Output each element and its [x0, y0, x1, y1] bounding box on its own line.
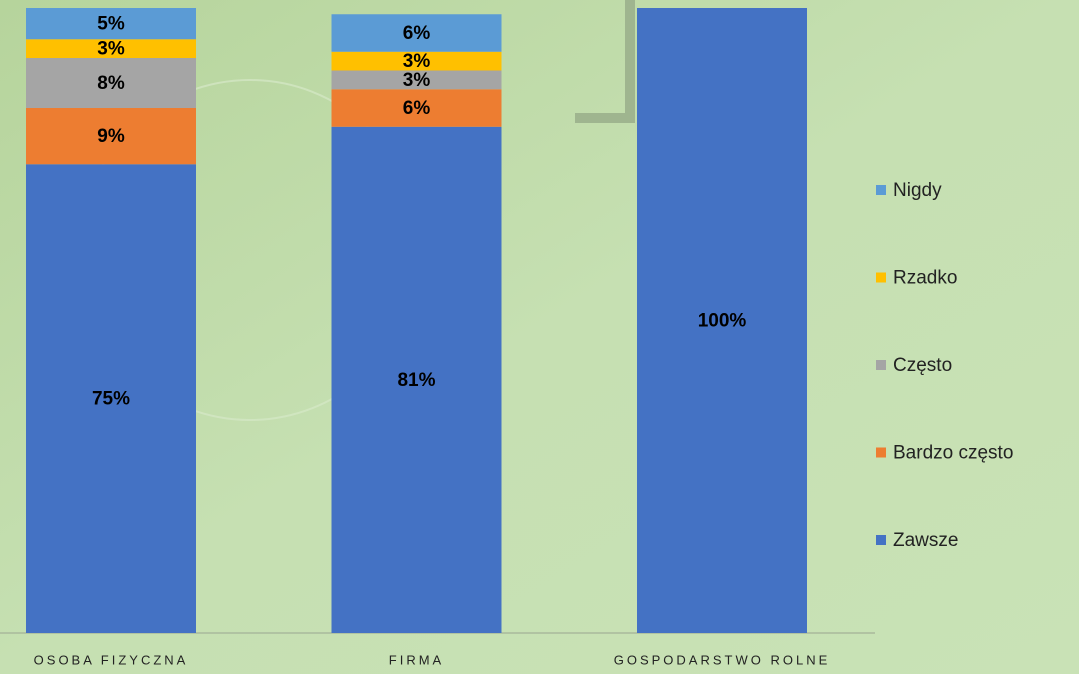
data-label: 6%	[403, 98, 431, 119]
legend-label: Nigdy	[893, 180, 942, 201]
legend-swatch	[876, 448, 886, 458]
data-label: 75%	[92, 389, 130, 410]
data-label: 3%	[403, 70, 431, 91]
data-label: 3%	[403, 51, 431, 72]
chart: OSOBA FIZYCZNA75%9%8%3%5%FIRMA81%6%3%3%6…	[0, 0, 1079, 674]
legend-label: Rzadko	[893, 268, 957, 289]
legend-label: Zawsze	[893, 530, 958, 551]
data-label: 6%	[403, 23, 431, 44]
data-label: 3%	[97, 39, 125, 60]
x-tick-label: FIRMA	[389, 652, 444, 667]
data-label: 100%	[698, 311, 747, 332]
x-tick-label: GOSPODARSTWO ROLNE	[614, 652, 831, 667]
data-label: 8%	[97, 73, 125, 94]
data-label: 5%	[97, 14, 125, 35]
legend-swatch	[876, 360, 886, 370]
data-label: 9%	[97, 126, 125, 147]
x-tick-label: OSOBA FIZYCZNA	[34, 652, 189, 667]
legend-swatch	[876, 185, 886, 195]
data-label: 81%	[397, 370, 435, 391]
legend-label: Bardzo często	[893, 443, 1013, 464]
legend-swatch	[876, 535, 886, 545]
legend-swatch	[876, 273, 886, 283]
legend-label: Często	[893, 355, 952, 376]
